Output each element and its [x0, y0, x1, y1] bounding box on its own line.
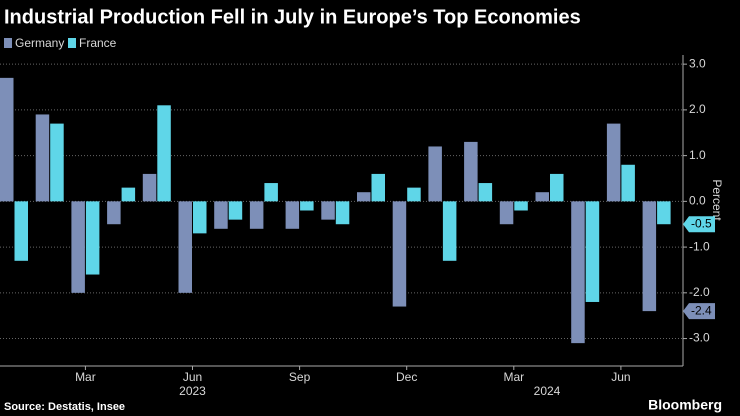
bar — [514, 201, 528, 211]
bar — [335, 201, 350, 225]
y-tick-label: -2.0 — [689, 285, 710, 299]
bar — [606, 123, 621, 202]
bar — [464, 141, 478, 202]
year-label: 2023 — [179, 384, 206, 398]
y-tick-label: 3.0 — [689, 56, 706, 70]
bar — [478, 183, 493, 202]
year-label: 2024 — [534, 384, 561, 398]
bar — [249, 201, 264, 229]
value-tag-bg — [683, 216, 715, 233]
bar — [499, 201, 514, 225]
y-tick-label: -1.0 — [689, 239, 710, 253]
bar — [357, 192, 371, 202]
legend-label: France — [79, 36, 117, 50]
bar — [228, 201, 243, 220]
y-tick-label: 2.0 — [689, 102, 706, 116]
value-tag: -0.5 — [691, 216, 712, 230]
y-tick-label: 1.0 — [689, 148, 706, 162]
bar — [193, 201, 207, 234]
bar — [214, 201, 228, 229]
legend-label: Germany — [15, 36, 64, 50]
legend-swatch — [4, 38, 12, 48]
x-tick-label: Jun — [611, 370, 630, 384]
chart-title: Industrial Production Fell in July in Eu… — [4, 6, 581, 28]
x-tick-label: Sep — [289, 370, 311, 384]
value-tag: -2.4 — [691, 303, 712, 317]
bar — [657, 201, 671, 225]
bar — [300, 201, 314, 211]
x-tick-label: Dec — [396, 370, 417, 384]
bar — [442, 201, 457, 261]
bar — [428, 146, 442, 202]
value-tag-bg — [683, 303, 715, 320]
source: Source: Destatis, Insee — [4, 401, 125, 413]
bar — [585, 201, 600, 302]
y-tick-label: -3.0 — [689, 331, 710, 345]
bar — [407, 187, 421, 202]
bar — [371, 173, 385, 202]
bar — [71, 201, 85, 293]
bar — [264, 183, 278, 202]
brand: Bloomberg — [648, 397, 722, 413]
bar — [285, 201, 300, 229]
bar — [50, 123, 64, 202]
bar — [550, 173, 564, 202]
bar — [85, 201, 100, 275]
bar — [121, 187, 136, 202]
x-tick-label: Mar — [503, 370, 524, 384]
bar — [642, 201, 657, 312]
bar — [321, 201, 335, 220]
legend-swatch — [68, 38, 76, 48]
bar — [107, 201, 121, 225]
x-tick-label: Mar — [75, 370, 96, 384]
bar — [178, 201, 192, 293]
bar — [535, 192, 549, 202]
bar — [14, 201, 28, 261]
y-axis-label: Percent — [710, 179, 724, 221]
bar — [35, 114, 50, 202]
x-tick-label: Jun — [183, 370, 202, 384]
bar — [0, 77, 14, 202]
bar — [142, 173, 157, 202]
bar — [571, 201, 585, 344]
bar — [157, 105, 171, 202]
bar — [392, 201, 407, 307]
bar — [621, 164, 635, 202]
y-tick-label: 0.0 — [689, 194, 706, 208]
